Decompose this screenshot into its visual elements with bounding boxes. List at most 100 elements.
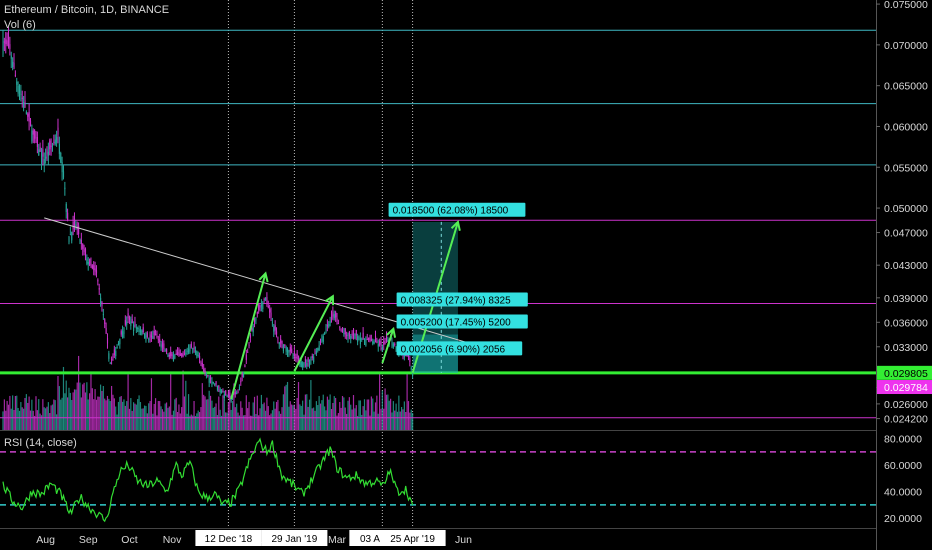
volume-bar: [401, 406, 403, 430]
volume-bar: [186, 413, 188, 430]
candle-body: [211, 380, 213, 386]
volume-bar: [333, 396, 335, 430]
rsi-tick-label: 20.0000: [884, 513, 922, 525]
candle-body: [47, 151, 49, 156]
candle-body: [185, 352, 187, 355]
measure-label-bg: [396, 292, 528, 307]
volume-bar: [146, 413, 148, 430]
volume-bar: [332, 402, 334, 430]
volume-bar: [94, 389, 96, 430]
candle-body: [274, 325, 276, 331]
candle-body: [230, 397, 232, 401]
volume-bar: [307, 406, 309, 430]
candle-body: [112, 355, 114, 358]
candle-body: [104, 319, 106, 324]
candle-body: [171, 354, 173, 356]
rsi-line: [2, 437, 414, 523]
volume-bar: [49, 413, 51, 430]
candle-body: [97, 279, 99, 282]
candle-body: [116, 346, 118, 349]
rsi-tick-label: 40.0000: [884, 487, 922, 499]
volume-bar: [259, 408, 261, 430]
volume-bar: [23, 408, 25, 430]
candle-body: [93, 265, 95, 271]
volume-bar: [72, 392, 74, 430]
annotation-layer[interactable]: 0.018500 (62.08%) 18500 0.008325 (27.94%)…: [44, 202, 528, 400]
volume-bar: [138, 395, 140, 430]
candle-body: [164, 350, 166, 352]
volume-bar: [218, 396, 220, 430]
volume-bar: [388, 400, 390, 430]
candle-body: [214, 383, 216, 385]
candle-body: [278, 342, 280, 345]
candle-body: [98, 287, 100, 290]
candle-body: [293, 350, 295, 357]
volume-bar: [163, 411, 165, 430]
volume-bar: [238, 415, 241, 430]
volume-bar: [83, 382, 85, 430]
candle-body: [221, 390, 223, 393]
candle-body: [370, 339, 372, 341]
candle-body: [379, 340, 381, 345]
price-tick-label: 0.039000: [884, 293, 928, 305]
arrow-head: [324, 294, 335, 306]
volume-bar: [148, 403, 150, 430]
time-axis-layer[interactable]: AugSepOctNovDe2019MarAprJun12 Dec '1829 …: [36, 530, 472, 546]
candle-body: [10, 55, 12, 59]
volume-bar: [31, 399, 33, 430]
grid-layer: [0, 0, 877, 550]
candle-body: [108, 353, 110, 359]
candle-body: [149, 334, 151, 338]
volume-bar: [197, 410, 199, 430]
candle-body: [56, 137, 58, 143]
candle-body: [73, 218, 76, 227]
date-tag-bg: [195, 530, 262, 546]
candle-body: [385, 335, 388, 342]
candle-body: [234, 392, 236, 394]
candle-body: [5, 39, 7, 45]
candle-body: [152, 336, 154, 339]
chart-title: Ethereum / Bitcoin, 1D, BINANCE: [4, 4, 170, 16]
volume-bar: [172, 410, 175, 430]
volume-bar: [201, 383, 203, 430]
candle-body: [199, 356, 201, 360]
candle-body: [183, 353, 186, 355]
volume-bar: [190, 414, 192, 430]
candle-body: [45, 156, 47, 159]
candle-body: [197, 354, 199, 357]
price-axis-layer[interactable]: 0.075000 0.070000 0.065000 0.060000 0.055000…: [876, 0, 932, 525]
time-tick-label: Aug: [36, 534, 55, 546]
price-tick-label: 0.026000: [884, 399, 928, 411]
rsi-label: RSI (14, close): [4, 437, 77, 449]
volume-bar: [260, 394, 263, 430]
candle-body: [222, 391, 224, 393]
candle-body: [113, 349, 115, 355]
volume-bar: [365, 410, 367, 430]
volume-bar: [121, 401, 124, 430]
volume-bar: [409, 412, 411, 430]
candle-body: [218, 385, 220, 388]
candle-body: [266, 296, 268, 303]
candle-body: [7, 36, 10, 48]
volume-bar: [109, 401, 111, 430]
last-price-tag-bg: [877, 380, 932, 395]
volume-bar: [340, 407, 342, 430]
volume-bar: [142, 408, 144, 430]
volume-bar: [271, 410, 274, 430]
candle-body: [120, 331, 122, 335]
volume-bar: [384, 388, 386, 430]
volume-bar: [395, 403, 397, 430]
candle-body: [34, 130, 36, 139]
volume-bar: [178, 404, 180, 430]
volume-bar: [17, 407, 19, 430]
volume-bar: [253, 396, 256, 430]
time-tick-label: Nov: [163, 534, 182, 546]
volume-bar: [249, 415, 252, 430]
volume-bar: [16, 395, 18, 430]
candle-body: [40, 154, 43, 162]
candle-body: [21, 97, 23, 99]
volume-bar: [321, 400, 323, 430]
candle-body: [359, 337, 361, 344]
candle-body: [25, 111, 27, 114]
